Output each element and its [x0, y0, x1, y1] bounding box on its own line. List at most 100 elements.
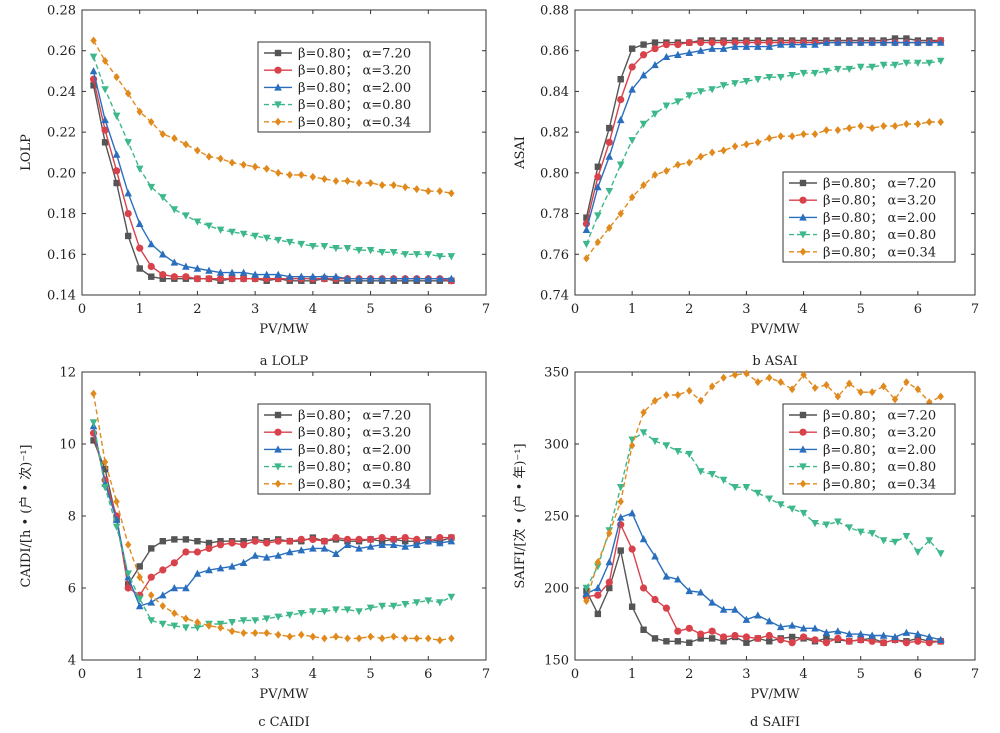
series-4-point: [285, 238, 294, 247]
chart-panel-4: 0 1 2 3 4 5 6 7 150 200 250 300 350 PV/MW SAIFI/[次 • (…: [512, 366, 979, 731]
series-3-point: [868, 38, 876, 46]
series-5-point: [926, 398, 933, 407]
series-5-point: [846, 124, 853, 133]
series-5-point: [332, 177, 340, 185]
series-5-point: [136, 573, 143, 582]
x-tick-label: 1: [136, 302, 144, 317]
x-tick-label: 0: [571, 302, 579, 317]
legend-label: β=0.80； α=7.20: [823, 177, 936, 192]
y-tick-label: 0.28: [47, 4, 76, 19]
series-2-point: [708, 38, 716, 47]
series-3-point: [309, 272, 317, 280]
legend-swatch-marker: [799, 411, 807, 419]
series-3-point: [925, 38, 934, 46]
series-5-point: [880, 382, 887, 391]
series-1-point: [697, 635, 704, 642]
series-2-point: [651, 45, 659, 53]
legend-label: β=0.80； α=0.80: [823, 228, 936, 243]
series-4-point: [651, 437, 659, 446]
series-5-point: [448, 189, 455, 198]
y-tick-label: 0.82: [540, 126, 569, 141]
series-4-point: [856, 528, 865, 536]
series-3-point: [262, 553, 271, 561]
series-2-point: [436, 534, 444, 542]
series-4-point: [355, 608, 363, 616]
series-2-point: [240, 275, 248, 283]
x-tick-label: 1: [628, 302, 636, 317]
series-2-point: [205, 275, 213, 283]
series-5-point: [413, 185, 420, 194]
series-5-point: [937, 117, 944, 126]
y-axis-label: LOLP: [19, 134, 34, 171]
series-2-point: [309, 535, 317, 544]
series-4-point: [914, 548, 922, 556]
series-4-point: [239, 230, 248, 238]
series-2-point: [697, 630, 705, 638]
series-5-point: [583, 596, 590, 605]
series-5-point: [217, 154, 224, 163]
series-5-point: [309, 172, 317, 181]
series-4-point: [719, 476, 728, 484]
series-4-point: [216, 226, 225, 234]
series-3-point: [845, 38, 854, 46]
series-5-point: [321, 634, 328, 643]
series-5-point: [136, 107, 143, 116]
series-4-point: [742, 484, 751, 492]
series-1-point: [113, 179, 120, 187]
series-4-point: [822, 521, 831, 529]
series-2-point: [765, 631, 773, 640]
series-2-point: [193, 275, 202, 283]
series-5-point: [321, 174, 328, 183]
series-3-point: [868, 631, 876, 639]
x-tick-label: 0: [78, 667, 86, 682]
series-1-point: [148, 545, 155, 552]
y-tick-label: 8: [68, 510, 76, 525]
series-2-point: [765, 38, 773, 47]
series-1-point: [594, 610, 602, 618]
series-3-point: [582, 225, 591, 234]
series-2-point: [216, 541, 225, 549]
series-3-point: [170, 584, 179, 592]
series-3-point: [147, 598, 156, 606]
series-4-line: [585, 431, 942, 589]
series-2-point: [742, 38, 751, 47]
series-3-point: [124, 189, 132, 197]
x-tick-label: 7: [482, 667, 490, 682]
series-4-point: [89, 53, 98, 61]
series-5-point: [720, 146, 727, 155]
series-4-point: [274, 236, 283, 245]
legend-swatch-marker: [799, 445, 807, 453]
y-axis-label: ASAI: [513, 136, 528, 170]
series-5-point: [205, 621, 213, 630]
series-2-point: [274, 537, 282, 545]
series-4-point: [320, 608, 329, 616]
series-2-point: [834, 634, 842, 643]
y-tick-label: 6: [68, 582, 76, 597]
series-5-point: [937, 392, 944, 401]
series-3-point: [765, 617, 774, 625]
series-4-point: [205, 222, 213, 230]
series-4-point: [731, 80, 739, 88]
series-4-point: [845, 524, 854, 532]
series-2-point: [101, 126, 109, 134]
series-5-point: [101, 458, 109, 466]
series-3-point: [378, 540, 386, 548]
series-5-point: [811, 383, 819, 392]
series-5-point: [217, 623, 224, 632]
series-2-point: [674, 627, 682, 635]
series-1-point: [674, 638, 682, 645]
series-4-point: [170, 206, 179, 214]
series-5-point: [425, 634, 432, 643]
series-3-point: [628, 85, 636, 93]
x-tick-label: 3: [742, 302, 750, 317]
series-2-point: [193, 548, 202, 556]
series-3-point: [193, 569, 202, 577]
series-4-point: [594, 212, 602, 220]
series-4-point: [159, 194, 167, 202]
y-tick-label: 150: [544, 654, 569, 669]
series-1-point: [606, 124, 613, 132]
series-5-point: [834, 392, 842, 401]
series-4-group: [89, 53, 456, 261]
series-5-point: [436, 187, 444, 196]
series-3-point: [925, 632, 934, 641]
